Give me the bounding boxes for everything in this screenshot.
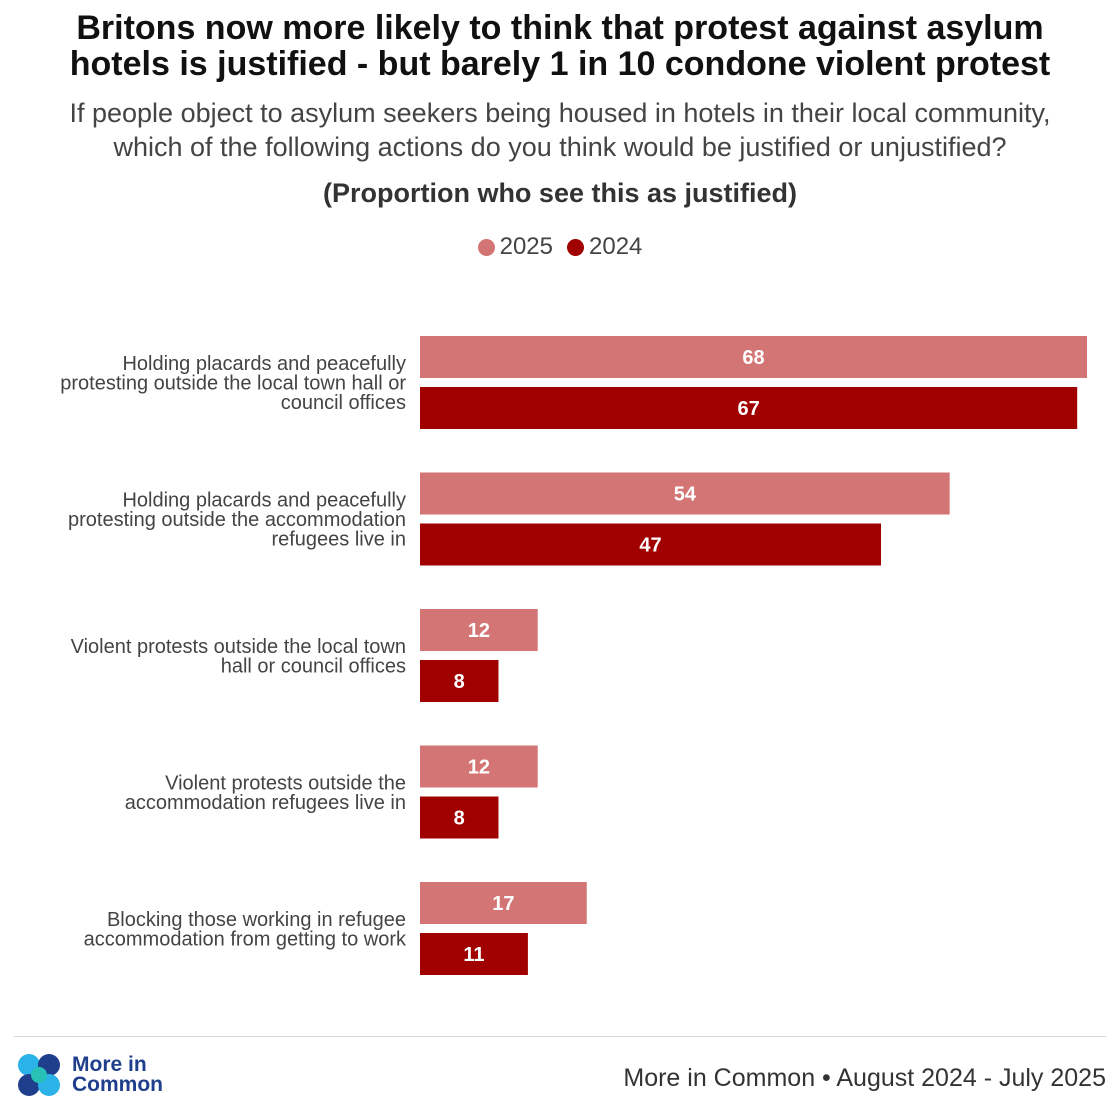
category-label: Holding placards and peacefully protestin… [60, 353, 406, 414]
category-label-line: protesting outside the local town hall o… [60, 373, 406, 395]
bar-2024 [420, 660, 499, 702]
source-note: More in Common • August 2024 - July 2025 [623, 1064, 1106, 1092]
data-label-2025: 17 [492, 893, 514, 915]
bar-2024 [420, 933, 528, 975]
legend-swatch-2024 [567, 238, 584, 256]
bar-2024 [420, 523, 882, 566]
bar-2025 [420, 609, 538, 651]
logo-text: More in Common [72, 1053, 163, 1096]
category-label-line: hall or council offices [221, 655, 406, 677]
legend-swatch-2025 [477, 238, 495, 256]
category-label-line: Holding placards and peacefully [122, 490, 406, 512]
title-line-1: Britons now more likely to think that pr… [76, 9, 1044, 47]
data-label-2025: 68 [742, 347, 764, 369]
category-label: Blocking those working in refugee accommo… [84, 909, 407, 951]
category-label: Violent protests outside the local town h… [71, 636, 406, 678]
subtitle-line-2: which of the following actions do you th… [113, 132, 1007, 162]
category-label-line: refugees live in [271, 529, 406, 551]
category-label-line: protesting outside the accommodation [68, 509, 406, 531]
category-label: Violent protests outside the accommodatio… [125, 772, 406, 814]
data-label-2025: 12 [468, 757, 490, 779]
legend-label-2025: 2025 [499, 233, 553, 260]
footer-divider [14, 1036, 1106, 1037]
legend-label-2024: 2024 [589, 233, 643, 260]
bar-2024 [420, 387, 1078, 429]
category-label-line: council offices [281, 392, 406, 414]
legend-item-2024: 2024 [567, 233, 642, 261]
category-label-line: Blocking those working in refugee [107, 909, 406, 931]
category-label-line: accommodation refugees live in [125, 792, 406, 814]
brand-logo: More in Common [14, 1050, 163, 1100]
data-label-2024: 8 [454, 671, 465, 693]
data-label-2025: 12 [468, 620, 490, 642]
data-label-2024: 47 [639, 535, 661, 557]
bar-2025 [420, 745, 538, 788]
bar-2024 [420, 796, 499, 839]
bar-2025 [420, 472, 950, 515]
data-label-2024: 11 [463, 944, 484, 966]
logo-line-1: More in [72, 1053, 147, 1076]
category-label-line: Violent protests outside the local town [71, 636, 406, 658]
chart-title: Britons now more likely to think that pr… [0, 10, 1120, 82]
logo-line-2: Common [72, 1073, 163, 1096]
bar-2025 [420, 882, 587, 924]
legend-item-2025: 2025 [477, 233, 553, 261]
category-label-line: accommodation from getting to work [84, 928, 407, 950]
logo-mark-icon [18, 1054, 60, 1096]
bar-2025 [420, 336, 1087, 378]
bar-chart: Holding placards and peacefully protestin… [60, 336, 1087, 975]
measure-label: (Proportion who see this as justified) [322, 178, 798, 208]
category-label-line: Holding placards and peacefully [122, 353, 406, 375]
category-label: Holding placards and peacefully protestin… [68, 490, 406, 551]
data-label-2024: 8 [454, 808, 465, 830]
category-label-line: Violent protests outside the [165, 772, 406, 794]
title-line-2: hotels is justified - but barely 1 in 10… [69, 45, 1051, 83]
legend: 2025 2024 [0, 233, 1120, 261]
data-label-2025: 54 [674, 484, 697, 506]
data-label-2024: 67 [737, 398, 759, 420]
chart-subtitle: If people object to asylum seekers being… [0, 96, 1120, 164]
subtitle-line-1: If people object to asylum seekers being… [69, 98, 1051, 128]
